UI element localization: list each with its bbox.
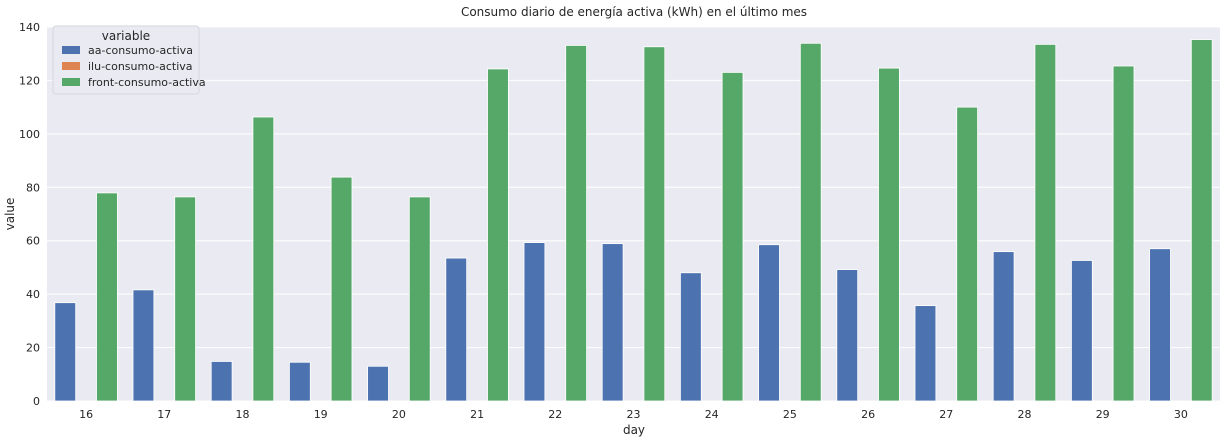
y-tick-label: 40	[26, 288, 40, 301]
x-tick-label: 29	[1096, 408, 1110, 421]
bar-front-consumo-activa	[1190, 39, 1213, 402]
bar-aa-consumo-activa	[132, 289, 155, 402]
bar-front-consumo-activa	[174, 196, 196, 402]
bar-aa-consumo-activa	[1149, 248, 1171, 402]
y-tick-labels: 0 20 40 60 80 100 120 140	[19, 21, 40, 408]
x-axis-title: day	[623, 423, 645, 437]
bar-front-consumo-activa	[330, 176, 353, 402]
bar-front-consumo-activa	[96, 192, 118, 402]
y-tick-label: 120	[19, 74, 40, 87]
bar-aa-consumo-activa	[367, 365, 389, 402]
x-tick-label: 30	[1174, 408, 1188, 421]
grid-lines	[47, 26, 1220, 402]
bar-front-consumo-activa	[799, 42, 822, 402]
y-tick-label: 80	[26, 181, 40, 194]
bar-aa-consumo-activa	[680, 272, 702, 402]
bar-aa-consumo-activa	[914, 305, 937, 402]
x-tick-label: 19	[314, 408, 328, 421]
bar-front-consumo-activa	[878, 67, 900, 402]
x-tick-label: 28	[1018, 408, 1032, 421]
y-tick-label: 140	[19, 21, 40, 34]
bar-aa-consumo-activa	[758, 244, 780, 402]
y-tick-label: 0	[33, 395, 40, 408]
legend-box	[52, 25, 200, 95]
plot-background	[47, 27, 1220, 401]
legend-swatch	[62, 46, 80, 54]
x-tick-label: 23	[627, 408, 641, 421]
x-tick-label: 24	[705, 408, 719, 421]
x-tick-label: 22	[548, 408, 562, 421]
x-tick-label: 18	[236, 408, 250, 421]
x-tick-labels: 16 17 18 19 20 21 22 23 24 25 26 27 28 29 30	[79, 408, 1188, 421]
legend-label: aa-consumo-activa	[88, 44, 193, 57]
y-tick-label: 60	[26, 235, 40, 248]
bar-front-consumo-activa	[721, 72, 744, 402]
bar-aa-consumo-activa	[836, 269, 859, 402]
bar-aa-consumo-activa	[1071, 260, 1093, 402]
legend-title: variable	[102, 29, 150, 43]
bar-aa-consumo-activa	[992, 251, 1015, 402]
bar-aa-consumo-activa	[523, 242, 546, 402]
bar-front-consumo-activa	[956, 106, 978, 402]
bar-aa-consumo-activa	[601, 243, 624, 402]
x-tick-label: 21	[470, 408, 484, 421]
y-tick-label: 100	[19, 128, 40, 141]
bar-front-consumo-activa	[408, 196, 431, 402]
y-tick-label: 20	[26, 342, 40, 355]
x-tick-label: 16	[79, 408, 93, 421]
bar-front-consumo-activa	[565, 45, 587, 402]
chart-title: Consumo diario de energía activa (kWh) e…	[461, 5, 807, 19]
bars	[54, 39, 1213, 402]
x-tick-label: 17	[157, 408, 171, 421]
x-tick-label: 20	[392, 408, 406, 421]
legend: variable aa-consumo-activa ilu-consumo-ac…	[52, 25, 206, 95]
bar-front-consumo-activa	[1034, 43, 1057, 402]
bar-front-consumo-activa	[252, 116, 275, 402]
x-tick-label: 25	[783, 408, 797, 421]
legend-swatch	[62, 62, 80, 70]
legend-swatch	[62, 78, 80, 86]
legend-label: ilu-consumo-activa	[88, 60, 193, 73]
bar-front-consumo-activa	[1112, 65, 1135, 402]
y-axis-title: value	[3, 198, 17, 231]
x-tick-label: 26	[861, 408, 875, 421]
bar-aa-consumo-activa	[445, 257, 468, 402]
bar-front-consumo-activa	[487, 68, 509, 402]
bar-front-consumo-activa	[643, 46, 666, 402]
x-tick-label: 27	[939, 408, 953, 421]
bar-aa-consumo-activa	[289, 361, 311, 402]
legend-label: front-consumo-activa	[88, 76, 206, 89]
bar-aa-consumo-activa	[210, 361, 233, 402]
bar-aa-consumo-activa	[54, 302, 77, 402]
